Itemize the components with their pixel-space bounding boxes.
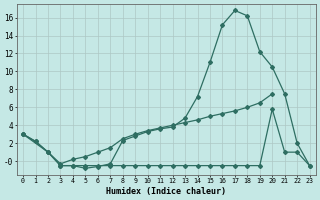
- X-axis label: Humidex (Indice chaleur): Humidex (Indice chaleur): [106, 187, 226, 196]
